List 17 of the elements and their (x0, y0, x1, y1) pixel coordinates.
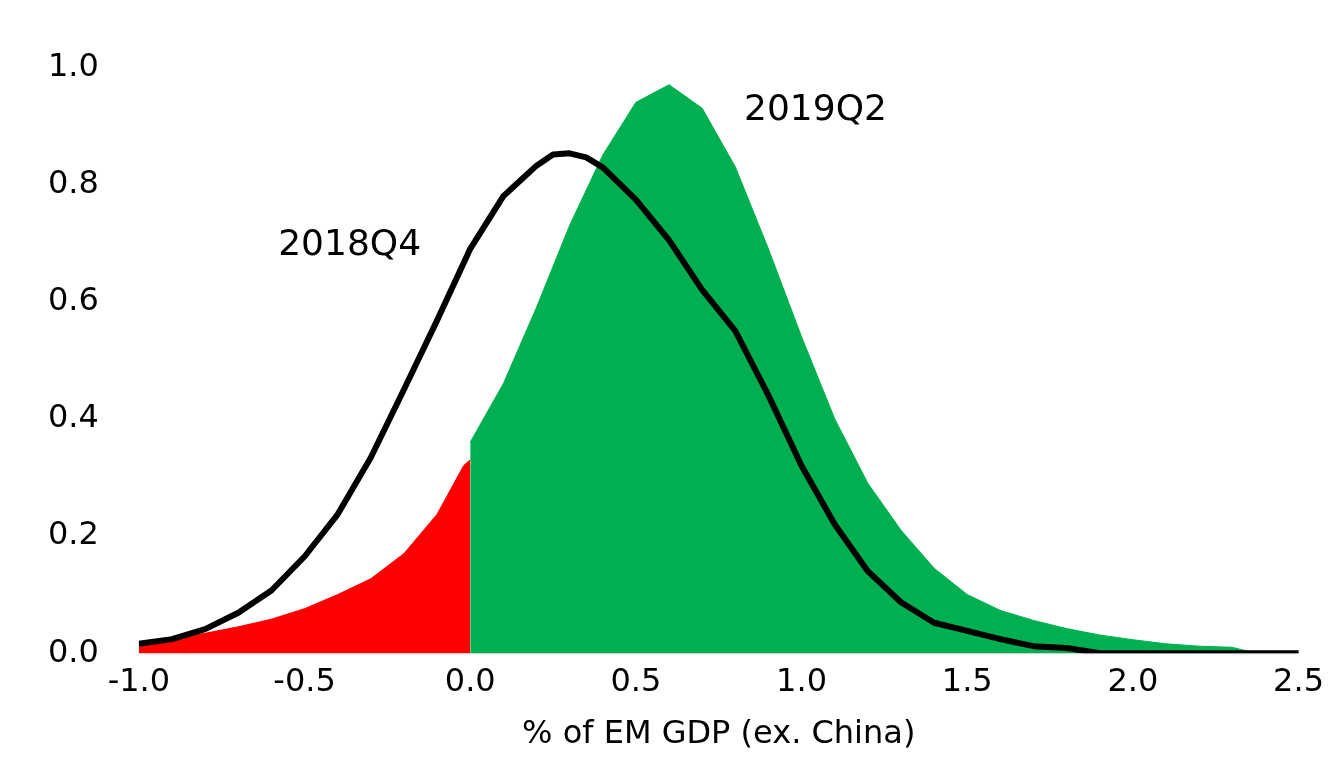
x-tick-label: -1.0 (107, 660, 171, 699)
y-tick-label: 0.2 (48, 514, 99, 553)
x-tick-label: 1.5 (941, 660, 993, 699)
y-tick-label: 0.0 (48, 631, 99, 670)
x-axis-title: % of EM GDP (ex. China) (522, 713, 916, 752)
series-label: 2019Q2 (744, 87, 887, 129)
y-tick-label: 0.6 (48, 279, 99, 318)
x-tick-label: 1.0 (776, 660, 827, 699)
y-tick-label: 1.0 (48, 45, 99, 84)
x-tick-label: 0.5 (610, 660, 662, 699)
x-tick-label: 0.0 (444, 660, 496, 699)
x-tick-label: 2.5 (1273, 660, 1324, 699)
x-tick-label: -0.5 (273, 660, 336, 699)
y-tick-label: 0.8 (48, 162, 99, 201)
y-tick-label: 0.4 (48, 397, 99, 436)
x-tick-label: 2.0 (1107, 660, 1159, 699)
series-label: 2018Q4 (278, 221, 422, 263)
